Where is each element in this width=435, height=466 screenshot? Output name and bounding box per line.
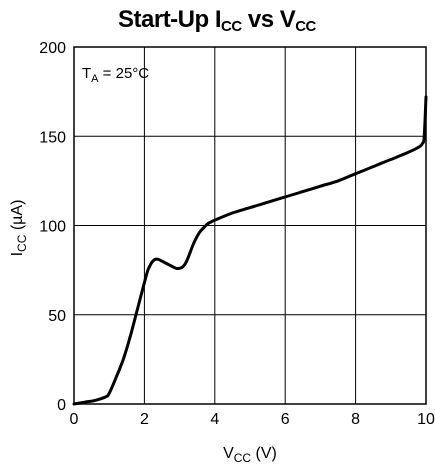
y-tick-labels: 0 50 100 150 200: [39, 40, 66, 414]
x-tick-label: 2: [140, 411, 149, 428]
x-tick-labels: 0 2 4 6 8 10: [70, 411, 435, 428]
y-axis-label: ICC (µA): [9, 200, 29, 257]
x-tick-label: 8: [351, 411, 360, 428]
x-tick-label: 10: [417, 411, 435, 428]
chart-title: Start-Up ICC vs VCC: [118, 6, 316, 35]
y-tick-label: 0: [57, 397, 66, 414]
y-tick-label: 200: [39, 40, 66, 57]
temperature-annotation: TA = 25°C: [82, 65, 149, 85]
y-tick-label: 100: [39, 219, 66, 236]
x-tick-label: 4: [210, 411, 219, 428]
series-line: [72, 95, 428, 406]
x-tick-label: 0: [70, 411, 79, 428]
y-tick-label: 150: [39, 129, 66, 146]
x-tick-label: 6: [281, 411, 290, 428]
y-tick-label: 50: [48, 308, 66, 325]
plot-frame: [73, 46, 427, 405]
x-axis-label: VCC (V): [223, 445, 277, 465]
grid: [74, 47, 426, 404]
